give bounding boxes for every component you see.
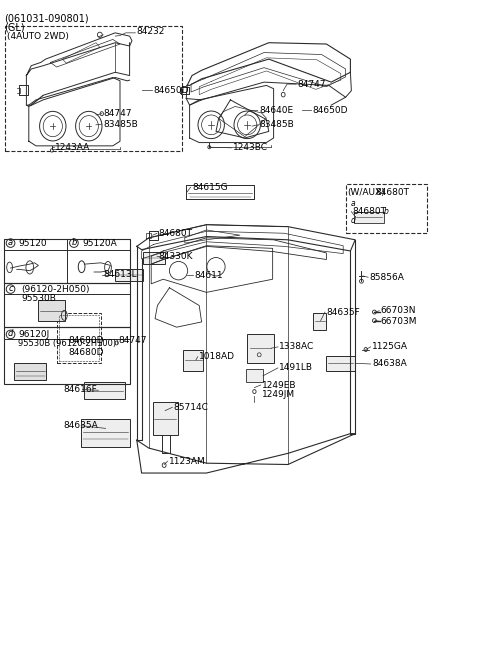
Bar xyxy=(346,184,427,233)
Text: 84747: 84747 xyxy=(298,79,326,89)
Text: 84650D: 84650D xyxy=(154,85,189,95)
Text: 85714C: 85714C xyxy=(174,403,209,412)
Text: 95530B: 95530B xyxy=(22,294,57,303)
Bar xyxy=(4,239,130,283)
Text: (GL): (GL) xyxy=(4,23,24,33)
Text: 95530B (96120-2H100): 95530B (96120-2H100) xyxy=(18,339,116,348)
Text: 84747: 84747 xyxy=(118,336,146,345)
Bar xyxy=(57,313,101,363)
Text: 66703M: 66703M xyxy=(381,317,417,326)
Text: 1125GA: 1125GA xyxy=(372,342,408,351)
Text: 84747: 84747 xyxy=(103,109,132,118)
Text: d: d xyxy=(8,329,13,338)
Bar xyxy=(81,419,130,447)
Text: 84640E: 84640E xyxy=(259,106,293,115)
Text: 1123AM: 1123AM xyxy=(169,457,206,466)
Bar xyxy=(14,363,46,380)
Text: 84616F: 84616F xyxy=(63,385,97,394)
Text: 84680D: 84680D xyxy=(68,348,104,357)
Text: 84232: 84232 xyxy=(137,27,165,36)
Text: 84330K: 84330K xyxy=(158,252,193,261)
Bar xyxy=(4,283,130,327)
Text: 95120: 95120 xyxy=(18,238,47,248)
Text: 84650D: 84650D xyxy=(312,106,348,115)
Text: 84611: 84611 xyxy=(194,271,223,280)
Text: 1018AD: 1018AD xyxy=(199,352,235,361)
Text: 84680D: 84680D xyxy=(68,336,104,345)
Text: 84613L: 84613L xyxy=(103,270,137,279)
Bar xyxy=(5,26,182,151)
Text: 84638A: 84638A xyxy=(372,359,407,369)
Text: 84615G: 84615G xyxy=(192,183,228,192)
Text: 1243BC: 1243BC xyxy=(233,143,268,152)
Text: 96120J: 96120J xyxy=(18,330,49,339)
Bar xyxy=(115,269,143,281)
Bar xyxy=(313,313,326,330)
Text: 84680T: 84680T xyxy=(158,229,192,238)
Text: 84680T: 84680T xyxy=(353,207,387,216)
Text: (96120-2H050): (96120-2H050) xyxy=(22,284,90,294)
Text: 83485B: 83485B xyxy=(103,120,138,129)
Bar xyxy=(38,300,65,321)
Text: 83485B: 83485B xyxy=(259,120,294,129)
Text: 1243AA: 1243AA xyxy=(55,143,90,152)
Text: b: b xyxy=(384,207,389,216)
Bar xyxy=(4,327,130,384)
Bar xyxy=(246,369,263,382)
Bar xyxy=(153,402,178,435)
Bar xyxy=(84,382,125,399)
Text: 84635A: 84635A xyxy=(63,421,98,430)
Text: (4AUTO 2WD): (4AUTO 2WD) xyxy=(7,32,69,41)
Bar xyxy=(143,252,165,264)
Bar xyxy=(247,334,274,363)
Text: (W/AUX): (W/AUX) xyxy=(348,188,385,197)
Text: a: a xyxy=(351,199,356,208)
Text: 1249JM: 1249JM xyxy=(262,390,295,399)
Text: 85856A: 85856A xyxy=(370,273,405,282)
Text: d: d xyxy=(351,215,356,225)
Text: c: c xyxy=(8,284,13,293)
Bar xyxy=(326,356,355,371)
Text: 84680T: 84680T xyxy=(375,188,409,197)
Text: b: b xyxy=(71,238,77,247)
Bar xyxy=(183,350,203,371)
Text: (061031-090801): (061031-090801) xyxy=(4,13,88,23)
Text: a: a xyxy=(8,238,13,247)
Text: 95120A: 95120A xyxy=(83,238,117,248)
Text: 84635F: 84635F xyxy=(326,307,360,317)
Bar xyxy=(354,212,384,223)
Text: 1491LB: 1491LB xyxy=(279,363,313,373)
Text: 66703N: 66703N xyxy=(381,306,416,315)
Text: 1249EB: 1249EB xyxy=(262,380,297,390)
Text: 1338AC: 1338AC xyxy=(279,342,314,351)
